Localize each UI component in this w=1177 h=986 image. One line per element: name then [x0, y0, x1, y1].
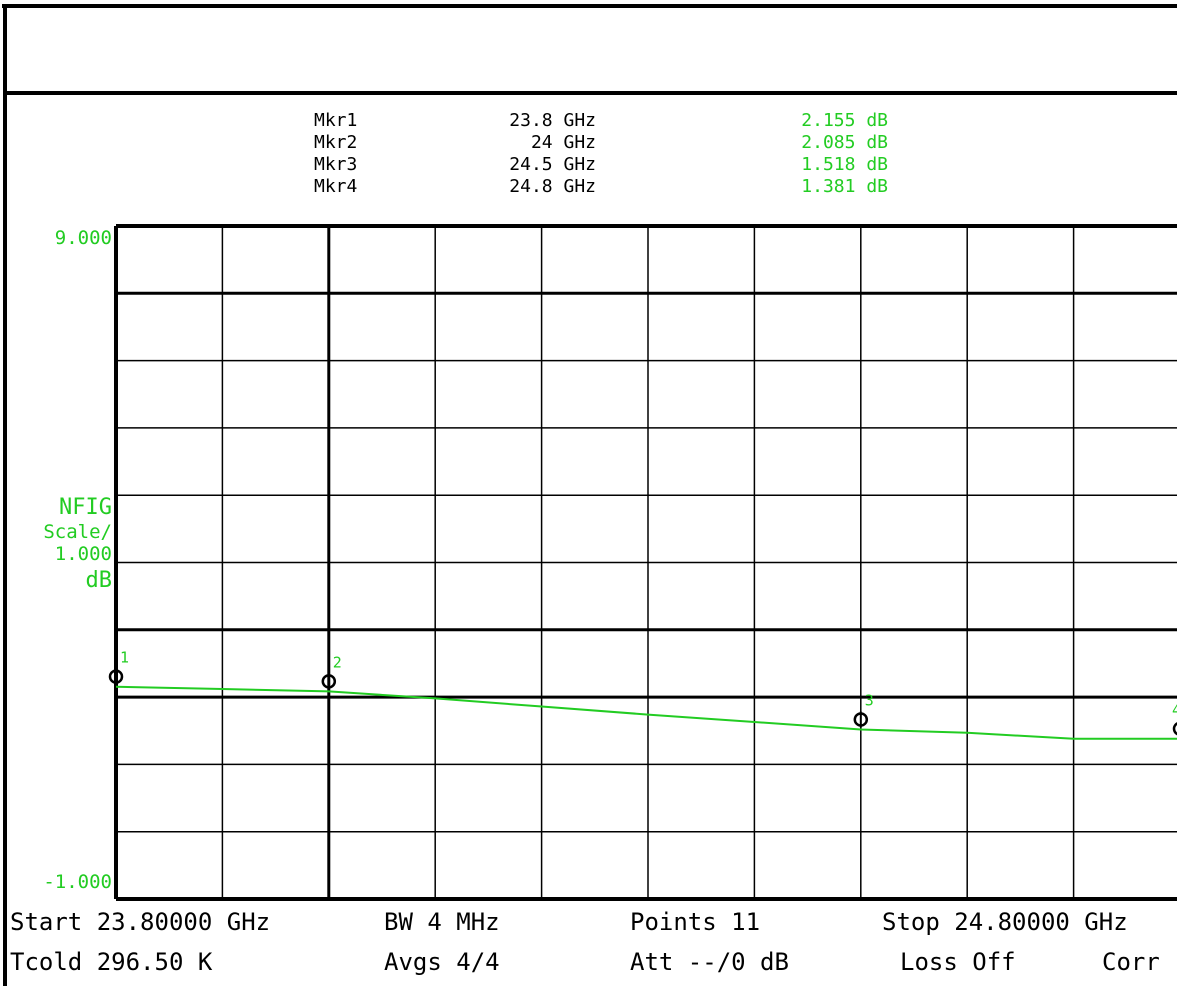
scale-value: 1.000 [54, 543, 112, 565]
points-count: Points 11 [630, 908, 761, 936]
marker-3-value: 1.518 dB [801, 154, 888, 175]
marker-3-frequency: 24.5 GHz [509, 154, 596, 175]
plot-grid [114, 224, 1177, 901]
marker-2-number: 2 [333, 653, 342, 671]
trace-markers: 1 2 3 4 [108, 649, 1177, 736]
averages: Avgs 4/4 [384, 948, 500, 976]
marker-2-label: Mkr2 [314, 132, 358, 153]
marker-3-label: Mkr3 [314, 154, 358, 175]
marker-4-number: 4 [1172, 701, 1177, 719]
marker-1-label: Mkr1 [314, 110, 358, 131]
marker-2-frequency: 24 GHz [530, 132, 596, 153]
marker-1-frequency: 23.8 GHz [509, 110, 596, 131]
stop-frequency: Stop 24.80000 GHz [882, 908, 1128, 936]
marker-4-symbol [1172, 722, 1177, 736]
marker-2-value: 2.085 dB [801, 132, 888, 153]
marker-4-label: Mkr4 [314, 176, 358, 197]
attenuation: Att --/0 dB [630, 948, 789, 976]
marker-4-value: 1.381 dB [801, 176, 888, 197]
start-frequency: Start 23.80000 GHz [10, 908, 271, 936]
correction-status: Corr [1102, 948, 1160, 976]
noise-figure-trace [115, 685, 1177, 740]
y-axis-top-label: 9.000 [54, 227, 112, 249]
marker-3-number: 3 [865, 692, 874, 710]
y-axis-bottom-label: -1.000 [43, 871, 112, 893]
marker-1-number: 1 [120, 649, 129, 667]
bandwidth: BW 4 MHz [384, 908, 500, 936]
marker-4-frequency: 24.8 GHz [509, 176, 596, 197]
marker-1-value: 2.155 dB [801, 110, 888, 131]
parameter-label: NFIG [59, 495, 112, 520]
loss-status: Loss Off [900, 948, 1016, 976]
scale-label: Scale/ [43, 521, 112, 543]
cold-temperature: Tcold 296.50 K [10, 948, 213, 976]
scale-unit: dB [85, 568, 113, 593]
